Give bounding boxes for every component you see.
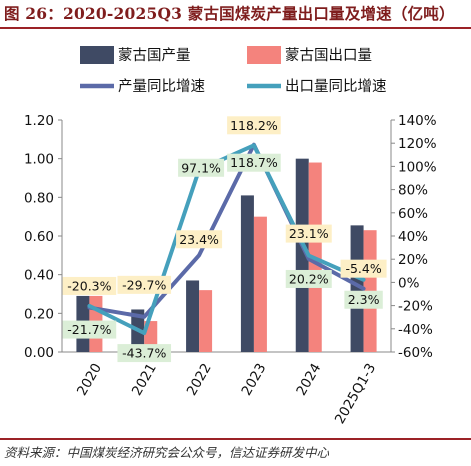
label-text: 20.2% [289,271,329,286]
data-labels: -20.3% -43.7% 97.1% 118.2% 23.1% 2.3% -21.7% -2… [62,116,387,363]
bar-export [253,216,267,352]
label-production-growth: 23.4% [176,230,223,249]
label-production-growth: 118.7% [227,153,281,172]
y-right-tick-label: 20% [398,252,428,268]
label-box [62,320,117,339]
label-export-growth: 118.2% [227,116,281,135]
label-text: -21.7% [67,322,111,337]
line-production-growth [87,142,366,319]
label-text: 23.1% [289,226,329,241]
label-box [344,290,383,309]
x-tick-label: 2025Q1-3 [332,361,379,427]
label-text: 97.1% [181,160,221,175]
label-production-growth: 20.2% [285,269,332,288]
label-text: -20.3% [67,278,111,293]
label-export-growth: 2.3% [344,290,383,309]
y-left-tick-label: 0.80 [24,190,54,206]
legend-label-1: 蒙古国产量 [118,47,191,64]
line-export-growth [87,143,366,336]
source-note: 资料来源：中国煤炭经济研究会公众号，信达证券研发中心 [4,445,330,460]
chart-title: 图 26：2020-2025Q3 蒙古国煤炭产量出口量及增速（亿吨） [4,4,455,23]
label-text: 2.3% [348,292,380,307]
bar-production [186,280,200,352]
y-right-tick-label: 120% [398,136,437,152]
label-export-growth: 23.1% [285,224,332,243]
y-right-tick-label: 100% [398,159,437,175]
label-box [340,259,387,278]
y-right-tick-label: 0% [398,275,420,291]
label-export-growth: -43.7% [117,344,172,363]
y-right-tick-label: -60% [398,345,433,361]
y-left-tick-label: 0.60 [24,229,54,245]
bar-export [199,290,213,352]
legend-swatch-2 [247,46,281,64]
x-tick-label: 2023 [239,361,270,399]
bar-production [350,225,364,352]
x-tick-label: 2021 [129,361,160,399]
label-box [227,116,281,135]
x-tick-label: 2024 [293,361,324,399]
y-left-tick-label: 0.20 [24,306,54,322]
y-right-tick-label: -20% [398,299,433,315]
label-text: 23.4% [179,232,219,247]
y-right-tick-label: 140% [398,113,437,129]
legend-label-4: 出口量同比增速 [285,78,387,95]
label-production-growth: -29.7% [117,275,172,294]
y-left-tick-label: 0.00 [24,345,54,361]
y-right-tick-label: 40% [398,229,428,245]
label-box [285,269,332,288]
y-right-tick-label: -40% [398,322,433,338]
y-right-tick-label: 60% [398,206,428,222]
label-box [285,224,332,243]
bar-production [295,158,309,352]
label-box [227,153,281,172]
legend-swatch-1 [80,46,114,64]
label-box [178,158,225,177]
label-text: 118.7% [230,155,278,170]
y-left-tick-label: 0.40 [24,268,54,284]
legend-label-2: 蒙古国出口量 [285,47,372,64]
label-export-growth: 97.1% [178,158,225,177]
label-box [117,275,172,294]
label-text: -43.7% [122,346,166,361]
label-text: 118.2% [230,118,278,133]
label-box [117,344,172,363]
label-export-growth: -20.3% [62,276,117,295]
label-text: -5.4% [345,261,381,276]
label-production-growth: -5.4% [340,259,387,278]
growth-lines [87,142,366,336]
y-left-tick-label: 1.20 [24,113,54,129]
label-production-growth: -21.7% [62,320,117,339]
label-text: -29.7% [122,277,166,292]
y-left-tick-label: 1.00 [24,152,54,168]
label-box [62,276,117,295]
bar-production [240,195,254,352]
source-rule [0,438,471,440]
legend-label-3: 产量同比增速 [118,78,205,95]
title-rule [0,27,471,29]
label-box [176,230,223,249]
x-tick-label: 2022 [184,361,215,399]
x-tick-label: 2020 [74,361,105,399]
y-right-tick-label: 80% [398,183,428,199]
